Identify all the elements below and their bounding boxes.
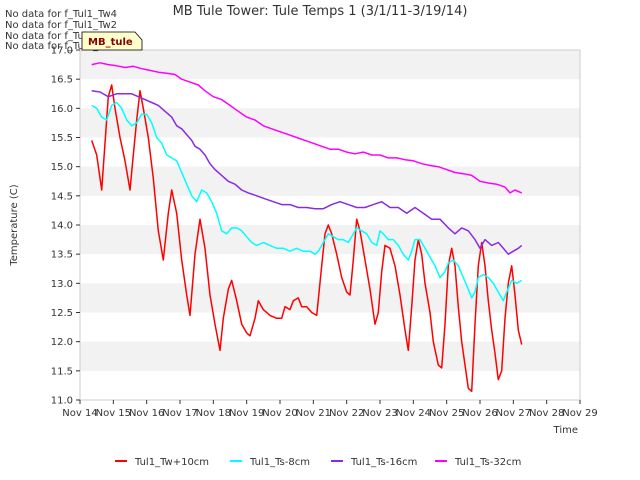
y-tick-label: 11.5 [51, 366, 73, 377]
no-data-note: No data for f_Tul1_Tw4 [5, 9, 117, 20]
series-line-2 [91, 101, 523, 302]
legend-label: Tul1_Ts-32cm [454, 457, 521, 468]
y-tick-label: 13.5 [51, 250, 73, 261]
legend: Tul1_Tw+10cm Tul1_Ts-8cm Tul1_Ts-16cm Tul1_… [115, 457, 521, 468]
series-line-1 [90, 84, 523, 393]
y-axis-ticks: 11.0 11.5 12.0 12.5 13.0 13.5 14.0 14.5 15.0 15.5… [51, 46, 80, 407]
y-tick-label: 16.5 [51, 75, 73, 86]
series-layer [90, 62, 523, 393]
legend-item[interactable]: Tul1_Tw+10cm [115, 457, 209, 468]
x-tick-label: Nov 25 [429, 408, 464, 419]
y-tick-label: 14.0 [51, 221, 73, 232]
no-data-notes: No data for f_Tul1_Tw4 No data for f_Tul… [5, 9, 117, 52]
y-tick-label: 14.5 [51, 191, 73, 202]
chart-title: MB Tule Tower: Tule Temps 1 (3/1/11-3/19… [173, 4, 468, 19]
x-tick-label: Nov 22 [329, 408, 364, 419]
grid-band [80, 50, 580, 80]
grid-band [80, 341, 580, 371]
tooltip-label: MB_tule [88, 37, 133, 48]
no-data-note: No data for f_Tul1_Ts2 [5, 31, 114, 42]
y-tick-label: 12.0 [51, 337, 73, 348]
x-tick-label: Nov 15 [96, 408, 131, 419]
y-axis-label: Temperature (C) [9, 184, 20, 266]
y-tick-label: 11.0 [51, 396, 73, 407]
no-data-note: No data for f_Tul1_Ts4 [5, 41, 114, 52]
x-tick-label: Nov 19 [229, 408, 264, 419]
no-data-note: No data for f_Tul1_Tw2 [5, 20, 117, 31]
grid-band [80, 166, 580, 196]
x-tick-label: Nov 23 [362, 408, 397, 419]
x-tick-label: Nov 17 [162, 408, 197, 419]
legend-label: Tul1_Tw+10cm [134, 457, 209, 468]
x-tick-label: Nov 27 [496, 408, 531, 419]
legend-item[interactable]: Tul1_Ts-32cm [435, 457, 521, 468]
x-tick-label: Nov 16 [129, 408, 164, 419]
x-tick-label: Nov 24 [396, 408, 431, 419]
y-tick-label: 15.0 [51, 162, 73, 173]
y-tick-label: 15.5 [51, 133, 73, 144]
legend-label: Tul1_Ts-16cm [350, 457, 417, 468]
x-axis-label: Time [553, 425, 578, 436]
tooltip-box [81, 31, 143, 51]
x-tick-label: Nov 18 [196, 408, 231, 419]
series-line-4 [91, 62, 522, 194]
y-tick-label: 16.0 [51, 104, 73, 115]
site-tooltip[interactable]: MB_tule [81, 31, 143, 51]
y-tick-label: 12.5 [51, 308, 73, 319]
legend-label: Tul1_Ts-8cm [249, 457, 310, 468]
y-tick-label: 13.0 [51, 279, 73, 290]
y-tick-label: 17.0 [51, 46, 73, 57]
legend-item[interactable]: Tul1_Ts-16cm [331, 457, 417, 468]
series-line-3 [91, 90, 523, 255]
grid-band [80, 108, 580, 138]
x-tick-label: Nov 14 [62, 408, 97, 419]
x-tick-label: Nov 26 [462, 408, 497, 419]
legend-item[interactable]: Tul1_Ts-8cm [230, 457, 310, 468]
x-tick-label: Nov 28 [529, 408, 564, 419]
x-tick-label: Nov 21 [296, 408, 331, 419]
x-tick-label: Nov 29 [562, 408, 597, 419]
x-tick-label: Nov 20 [262, 408, 297, 419]
